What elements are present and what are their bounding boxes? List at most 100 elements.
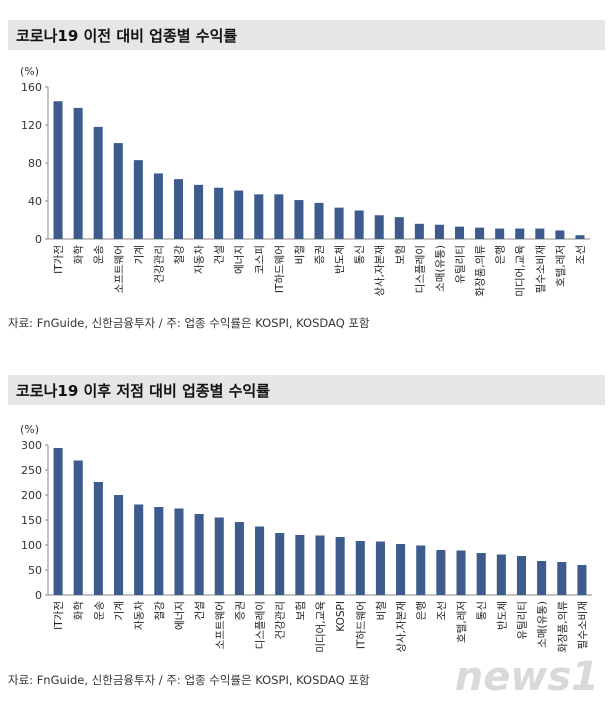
bar (476, 553, 486, 595)
x-category-label: 철강 (173, 245, 185, 265)
x-category-label: 에너지 (234, 245, 246, 274)
bar (53, 101, 63, 239)
x-category-label: 보험 (394, 245, 406, 264)
x-category-label: 통신 (476, 601, 488, 620)
y-tick-label: 80 (28, 157, 42, 170)
bar (414, 223, 424, 239)
x-category-label: 기계 (133, 245, 145, 264)
y-tick-label: 100 (21, 539, 42, 552)
x-category-label: 반도체 (334, 245, 346, 274)
bar (496, 554, 506, 595)
bar (434, 224, 444, 239)
bar (254, 194, 264, 239)
x-category-label: IT하드웨어 (273, 245, 286, 293)
y-tick-label: 40 (28, 195, 42, 208)
x-category-label: 디스플레이 (255, 601, 267, 649)
x-category-label: 유틸리티 (515, 601, 528, 640)
bar (436, 550, 446, 595)
x-category-label: 필수소비재 (577, 601, 589, 649)
bar (194, 514, 204, 595)
bar-chart-before-covid: (%) 0 40 80 120 160 IT가전 화학 운송 소프트웨어 기계 건강관리 철강 자동차 건설… (20, 65, 590, 297)
bar (214, 187, 224, 239)
x-category-label: 미디어,교육 (315, 601, 327, 653)
x-category-label: 호텔,레저 (456, 601, 468, 643)
x-category-label: 호텔,레저 (555, 245, 567, 287)
x-category-label: 화학 (73, 245, 85, 265)
bar (537, 561, 547, 595)
x-category-label: 증권 (314, 245, 326, 264)
bar (577, 565, 587, 595)
bar (73, 107, 83, 240)
chart-panel-2: 코로나19 이후 저점 대비 업종별 수익률 (%) 0 50 100 150 200 25… (0, 360, 613, 706)
bar (294, 200, 304, 239)
y-tick-label: 120 (21, 119, 42, 132)
y-tick-label: 0 (35, 589, 42, 602)
x-category-label: 반도체 (496, 601, 508, 630)
x-category-label: 건설 (194, 601, 206, 620)
bar (73, 460, 83, 595)
bar (255, 526, 265, 595)
bar (516, 556, 527, 595)
x-category-label: IT가전 (53, 245, 65, 274)
x-category-label: 보험 (295, 601, 307, 620)
chart-source: 자료: FnGuide, 신한금융투자 / 주: 업종 수익률은 KOSPI, … (8, 316, 370, 330)
x-category-label: 통신 (354, 245, 366, 264)
y-tick-label: 200 (21, 489, 42, 502)
y-tick-label: 160 (21, 81, 42, 94)
x-category-label: 철강 (154, 601, 166, 621)
x-category-label: 은행 (495, 245, 507, 264)
x-category-label: 상사,자본재 (396, 601, 408, 653)
bar (354, 210, 364, 239)
y-tick-label: 50 (28, 564, 42, 577)
x-category-label: 소매(유통) (537, 601, 549, 648)
chart-title: 코로나19 이전 대비 업종별 수익률 (16, 27, 238, 45)
x-category-label: 소프트웨어 (113, 245, 125, 293)
x-category-label: 운송 (93, 601, 105, 621)
bar (495, 228, 505, 239)
y-unit-label: (%) (20, 423, 39, 436)
bar (113, 143, 123, 239)
chart-title-bar: 코로나19 이후 저점 대비 업종별 수익률 (8, 375, 605, 405)
x-category-label: 비철 (375, 601, 387, 620)
bar (396, 544, 406, 595)
bar (335, 537, 345, 595)
x-category-label: 상사,자본재 (374, 245, 386, 297)
bar (315, 535, 325, 595)
x-category-label: 소프트웨어 (214, 601, 226, 649)
x-category-label: 화학 (73, 601, 85, 621)
bar (374, 215, 384, 239)
bar (274, 194, 284, 239)
x-category-label: IT가전 (53, 601, 65, 630)
bar (557, 562, 567, 595)
x-category-label: 디스플레이 (414, 245, 426, 293)
y-tick-label: 250 (21, 464, 42, 477)
x-category-label: 건강관리 (153, 245, 165, 284)
bar (295, 535, 305, 595)
bar (355, 541, 365, 595)
x-category-label: 소매(유통) (434, 245, 446, 292)
x-category-label: IT하드웨어 (354, 601, 367, 649)
x-category-label: 기계 (114, 601, 126, 620)
bar (394, 217, 404, 239)
y-tick-label: 300 (21, 439, 42, 452)
x-category-label: 건강관리 (275, 601, 287, 640)
x-category-label: 운송 (93, 245, 105, 265)
news1-watermark: news1 (454, 654, 599, 700)
bar (334, 207, 344, 239)
x-category-label: 유틸리티 (454, 245, 467, 284)
bar (535, 228, 545, 239)
bar (456, 550, 466, 595)
bar (133, 160, 143, 239)
x-category-label: KOSPI (335, 601, 347, 632)
bar (173, 179, 183, 239)
chart-source: 자료: FnGuide, 신한금융투자 / 주: 업종 수익률은 KOSPI, … (8, 673, 370, 687)
bar (113, 495, 124, 595)
bar (214, 517, 224, 595)
bar (53, 448, 63, 595)
bar (455, 226, 465, 239)
bar (575, 235, 585, 239)
x-category-label: 화장품,의류 (475, 245, 487, 297)
x-category-label: 조선 (436, 601, 448, 620)
bar (154, 507, 164, 595)
x-category-label: 화장품,의류 (557, 601, 569, 653)
